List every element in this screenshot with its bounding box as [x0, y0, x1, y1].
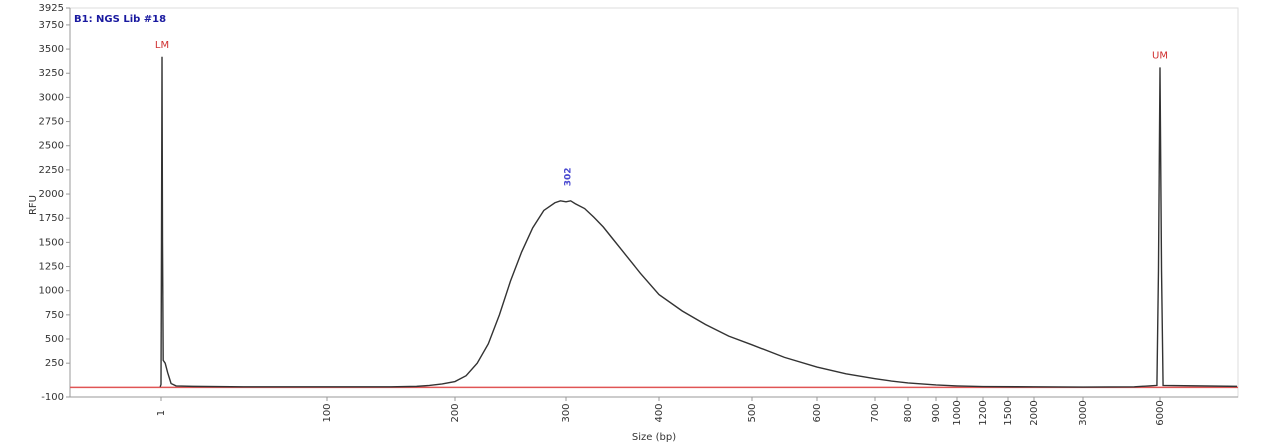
y-tick-label: 2750 [39, 117, 64, 128]
y-tick-label: -100 [41, 392, 64, 403]
y-tick-label: 750 [45, 310, 64, 321]
x-tick-label: 1500 [1003, 400, 1014, 425]
x-tick-label: 6000 [1155, 400, 1166, 425]
x-tick-label: 900 [931, 403, 942, 422]
y-tick-label: 1250 [39, 262, 64, 273]
x-tick-label: 500 [747, 403, 758, 422]
peak-label: UM [1152, 50, 1168, 61]
y-tick-label: 3925 [39, 3, 64, 14]
x-tick-label: 400 [654, 403, 665, 422]
y-tick-label: 1500 [39, 237, 64, 248]
y-tick-label: 3250 [39, 68, 64, 79]
x-tick-label: 600 [812, 403, 823, 422]
x-tick-label: 800 [903, 403, 914, 422]
x-tick-label: 200 [450, 403, 461, 422]
chart-title: B1: NGS Lib #18 [74, 14, 166, 25]
y-axis-label: RFU [28, 195, 39, 215]
y-tick-label: 3750 [39, 20, 64, 31]
y-tick-label: 250 [45, 358, 64, 369]
x-tick-label: 2000 [1029, 400, 1040, 425]
x-tick-label: 3000 [1078, 400, 1089, 425]
peak-label: LM [155, 40, 169, 51]
y-tick-label: 1750 [39, 213, 64, 224]
trace [159, 56, 1238, 388]
y-tick-label: 2000 [39, 189, 64, 200]
peak-label: 302 [563, 167, 573, 186]
x-axis-label: Size (bp) [632, 432, 676, 443]
y-tick-label: 3500 [39, 44, 64, 55]
plot-frame [69, 7, 1239, 398]
y-tick-label: 3000 [39, 92, 64, 103]
y-tick-label: 2500 [39, 141, 64, 152]
x-tick-label: 300 [561, 403, 572, 422]
y-tick-label: 500 [45, 334, 64, 345]
y-tick-label: 2250 [39, 165, 64, 176]
x-tick-label: 700 [870, 403, 881, 422]
x-tick-label: 1 [156, 410, 167, 416]
y-tick-label: 1000 [39, 286, 64, 297]
x-tick-label: 1200 [978, 400, 989, 425]
x-tick-label: 1000 [952, 400, 963, 425]
x-tick-label: 100 [322, 403, 333, 422]
